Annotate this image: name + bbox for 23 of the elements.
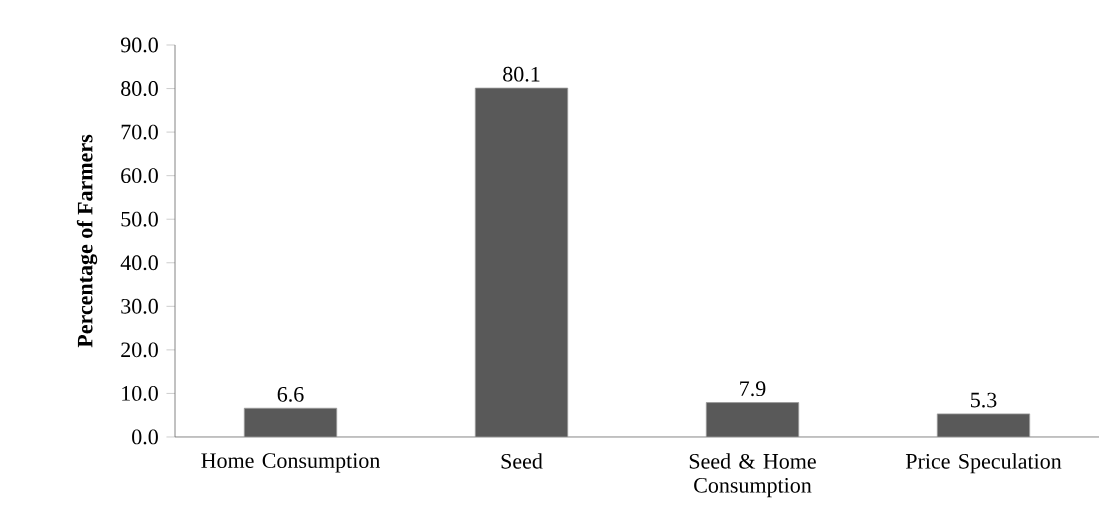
y-tick-label: 90.0 bbox=[120, 37, 158, 53]
x-tick-label: Home Consumption bbox=[201, 453, 381, 473]
bar bbox=[243, 407, 338, 437]
bar bbox=[474, 87, 569, 437]
y-tick-label: 20.0 bbox=[121, 342, 158, 358]
y-tick-label: 30.0 bbox=[121, 298, 158, 314]
y-tick-label: 50.0 bbox=[121, 211, 158, 227]
data-label: 6.6 bbox=[277, 386, 304, 402]
y-tick-label: 0.0 bbox=[132, 429, 158, 445]
y-tick-label: 80.0 bbox=[121, 81, 158, 97]
y-tick-label: 70.0 bbox=[121, 124, 158, 140]
data-label: 7.9 bbox=[740, 381, 766, 397]
x-tick-label: Seed bbox=[501, 453, 543, 469]
x-tick-label: Seed & Home Consumption bbox=[689, 453, 816, 498]
y-tick-label: 40.0 bbox=[120, 255, 158, 271]
data-label: 80.1 bbox=[503, 66, 540, 82]
data-label: 5.3 bbox=[971, 392, 997, 408]
y-axis-title: Percentage of Farmers bbox=[76, 134, 98, 348]
bar bbox=[705, 402, 800, 437]
x-tick-label: Price Speculation bbox=[905, 453, 1062, 474]
bar bbox=[936, 413, 1031, 437]
y-tick-label: 10.0 bbox=[122, 385, 158, 401]
y-tick-label: 60.0 bbox=[121, 168, 158, 184]
